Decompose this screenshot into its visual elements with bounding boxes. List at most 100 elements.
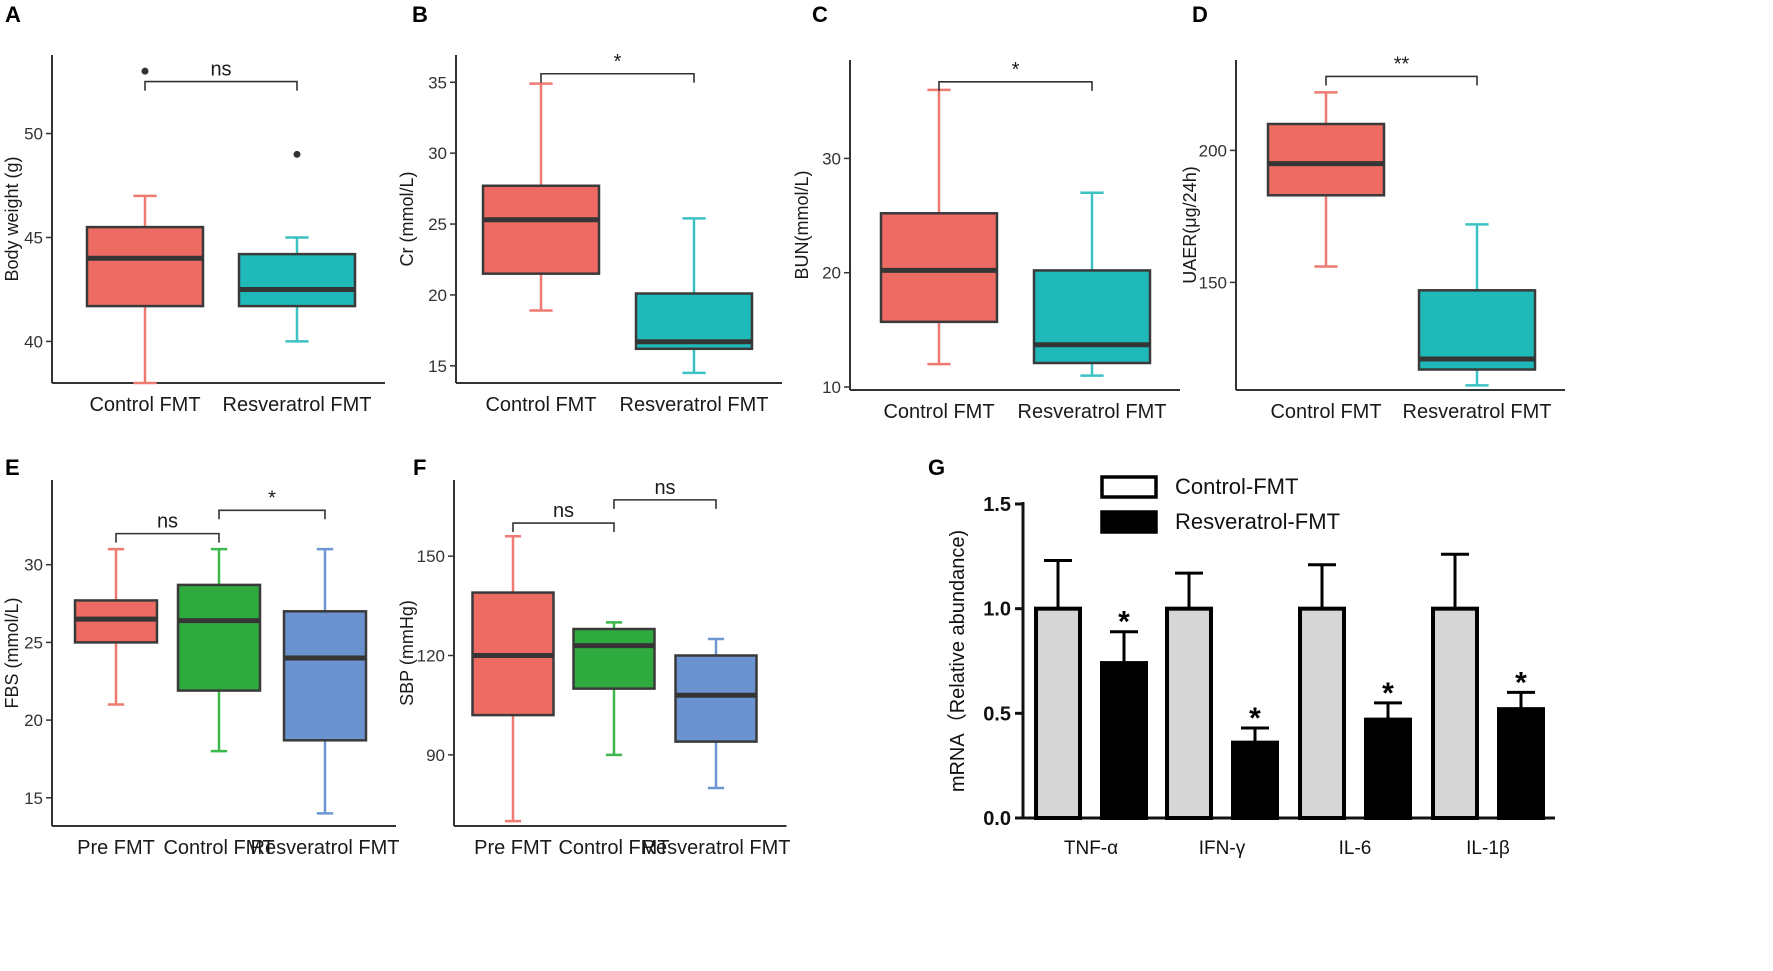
panel-b: B 15 20 25 30 35 Cr (mmol/L) Control FMT Resvera… [397, 2, 782, 416]
panel-letter: F [413, 455, 426, 480]
panel-f: F 90 120 150 SBP (mmHg) Pre FMT Control FMTRes… [397, 455, 790, 859]
bracket-line [218, 509, 326, 520]
bar-group-1: * [1165, 571, 1279, 821]
y-tick-label: 25 [24, 633, 43, 652]
panel-letter: D [1192, 2, 1208, 27]
category-label: IL-1β [1466, 838, 1510, 859]
y-tick-label: 20 [24, 711, 43, 730]
box-resveratrol-fmt [282, 547, 368, 815]
y-tick-label: 1.5 [983, 494, 1011, 516]
resveratrol-bar [1364, 717, 1412, 821]
bracket-line [144, 80, 298, 91]
significance-label: * [1012, 59, 1020, 81]
y-tick-label: 50 [24, 125, 43, 144]
category-label: Control FMT [1270, 401, 1381, 423]
control-bar [1431, 606, 1479, 821]
y-axis-title: FBS (mmol/L) [2, 597, 22, 708]
significance-label: * [614, 51, 622, 73]
category-label: Control FMT [883, 401, 994, 423]
category-label: Resveratrol FMT [1403, 401, 1552, 423]
bracket-line [540, 72, 695, 83]
y-tick-label: 30 [822, 149, 841, 168]
y-axis-title: Body weight (g) [2, 156, 22, 281]
resveratrol-bar [1497, 707, 1545, 820]
legend-swatch-resveratrol [1100, 510, 1158, 534]
significance-label: ns [654, 477, 675, 499]
panel-letter: G [928, 455, 945, 480]
outlier-point [141, 67, 149, 75]
y-tick-label: 35 [428, 73, 447, 92]
box-control-fmt [481, 82, 601, 312]
y-axis-title: Cr (mmol/L) [397, 172, 417, 267]
box-body [85, 225, 205, 308]
significance-label: * [268, 487, 276, 509]
legend-swatch-control [1100, 475, 1158, 499]
significance-bracket: * [938, 59, 1093, 91]
panel-g: G 0.0 0.5 1.0 1.5 mRNA（Relative abundance) * TN… [928, 455, 1555, 859]
bracket-line [115, 532, 220, 543]
category-label: Control FMT [485, 394, 596, 416]
box-body [1417, 289, 1537, 371]
y-tick-label: 20 [822, 264, 841, 283]
y-tick-label: 90 [426, 746, 445, 765]
y-tick-label: 10 [822, 378, 841, 397]
category-label: Pre FMT [474, 837, 552, 859]
legend-label-control: Control-FMT [1175, 474, 1298, 499]
resveratrol-bar [1231, 740, 1279, 821]
significance-bracket: ns [144, 59, 298, 91]
bar-group-0: * [1034, 559, 1148, 821]
y-tick-label: 0.5 [983, 703, 1011, 725]
category-label: Resveratrol FMT [1018, 401, 1167, 423]
box-control-fmt [879, 88, 999, 366]
category-label: Resveratrol FMT [251, 837, 400, 859]
legend-label-resveratrol: Resveratrol-FMT [1175, 509, 1340, 534]
category-label: Resveratrol FMT [223, 394, 372, 416]
y-tick-label: 40 [24, 332, 43, 351]
y-tick-label: 30 [428, 144, 447, 163]
category-label: Resveratrol FMT [642, 837, 791, 859]
panel-e: E 15 20 25 30 FBS (mmol/L) Pre FMT Control FMTR… [2, 455, 399, 859]
bracket-line [1325, 75, 1478, 86]
y-axis-title: UAER(μg/24h) [1180, 166, 1200, 283]
category-label: IFN-γ [1199, 838, 1246, 859]
significance-bracket: ns [512, 500, 615, 533]
category-label: IL-6 [1339, 838, 1372, 859]
significance-bracket: ns [115, 511, 220, 543]
box-body [1266, 122, 1386, 197]
panel-letter: C [812, 2, 828, 27]
y-tick-label: 20 [428, 286, 447, 305]
significance-label: ns [210, 59, 231, 81]
box-body [237, 252, 357, 308]
control-bar [1298, 606, 1346, 821]
category-label: Pre FMT [77, 837, 155, 859]
bracket-line [512, 522, 615, 533]
significance-star: * [1249, 702, 1261, 735]
y-tick-label: 25 [428, 215, 447, 234]
category-label: Control FMT [163, 837, 274, 859]
box-control-fmt [85, 67, 205, 385]
box-body [176, 583, 262, 692]
box-body [879, 212, 999, 324]
y-tick-label: 45 [24, 228, 43, 247]
outlier-point [293, 150, 301, 158]
box-body [674, 654, 758, 743]
panel-letter: B [412, 2, 428, 27]
box-control-fmt [1266, 91, 1386, 268]
panel-letter: E [5, 455, 20, 480]
category-label: Control FMT [558, 837, 669, 859]
significance-label: ** [1394, 53, 1410, 75]
y-axis-title: SBP (mmHg) [397, 600, 417, 706]
significance-bracket: * [540, 51, 695, 83]
y-tick-label: 30 [24, 556, 43, 575]
box-control-fmt [176, 547, 262, 753]
legend: Control-FMT Resveratrol-FMT [1100, 474, 1340, 534]
category-label: Control FMT [89, 394, 200, 416]
significance-star: * [1118, 606, 1130, 639]
box-resveratrol-fmt [1032, 191, 1152, 377]
significance-label: ns [553, 500, 574, 522]
y-tick-label: 120 [417, 647, 445, 666]
box-pre-fmt [73, 547, 159, 706]
bar-group-2: * [1298, 563, 1412, 821]
